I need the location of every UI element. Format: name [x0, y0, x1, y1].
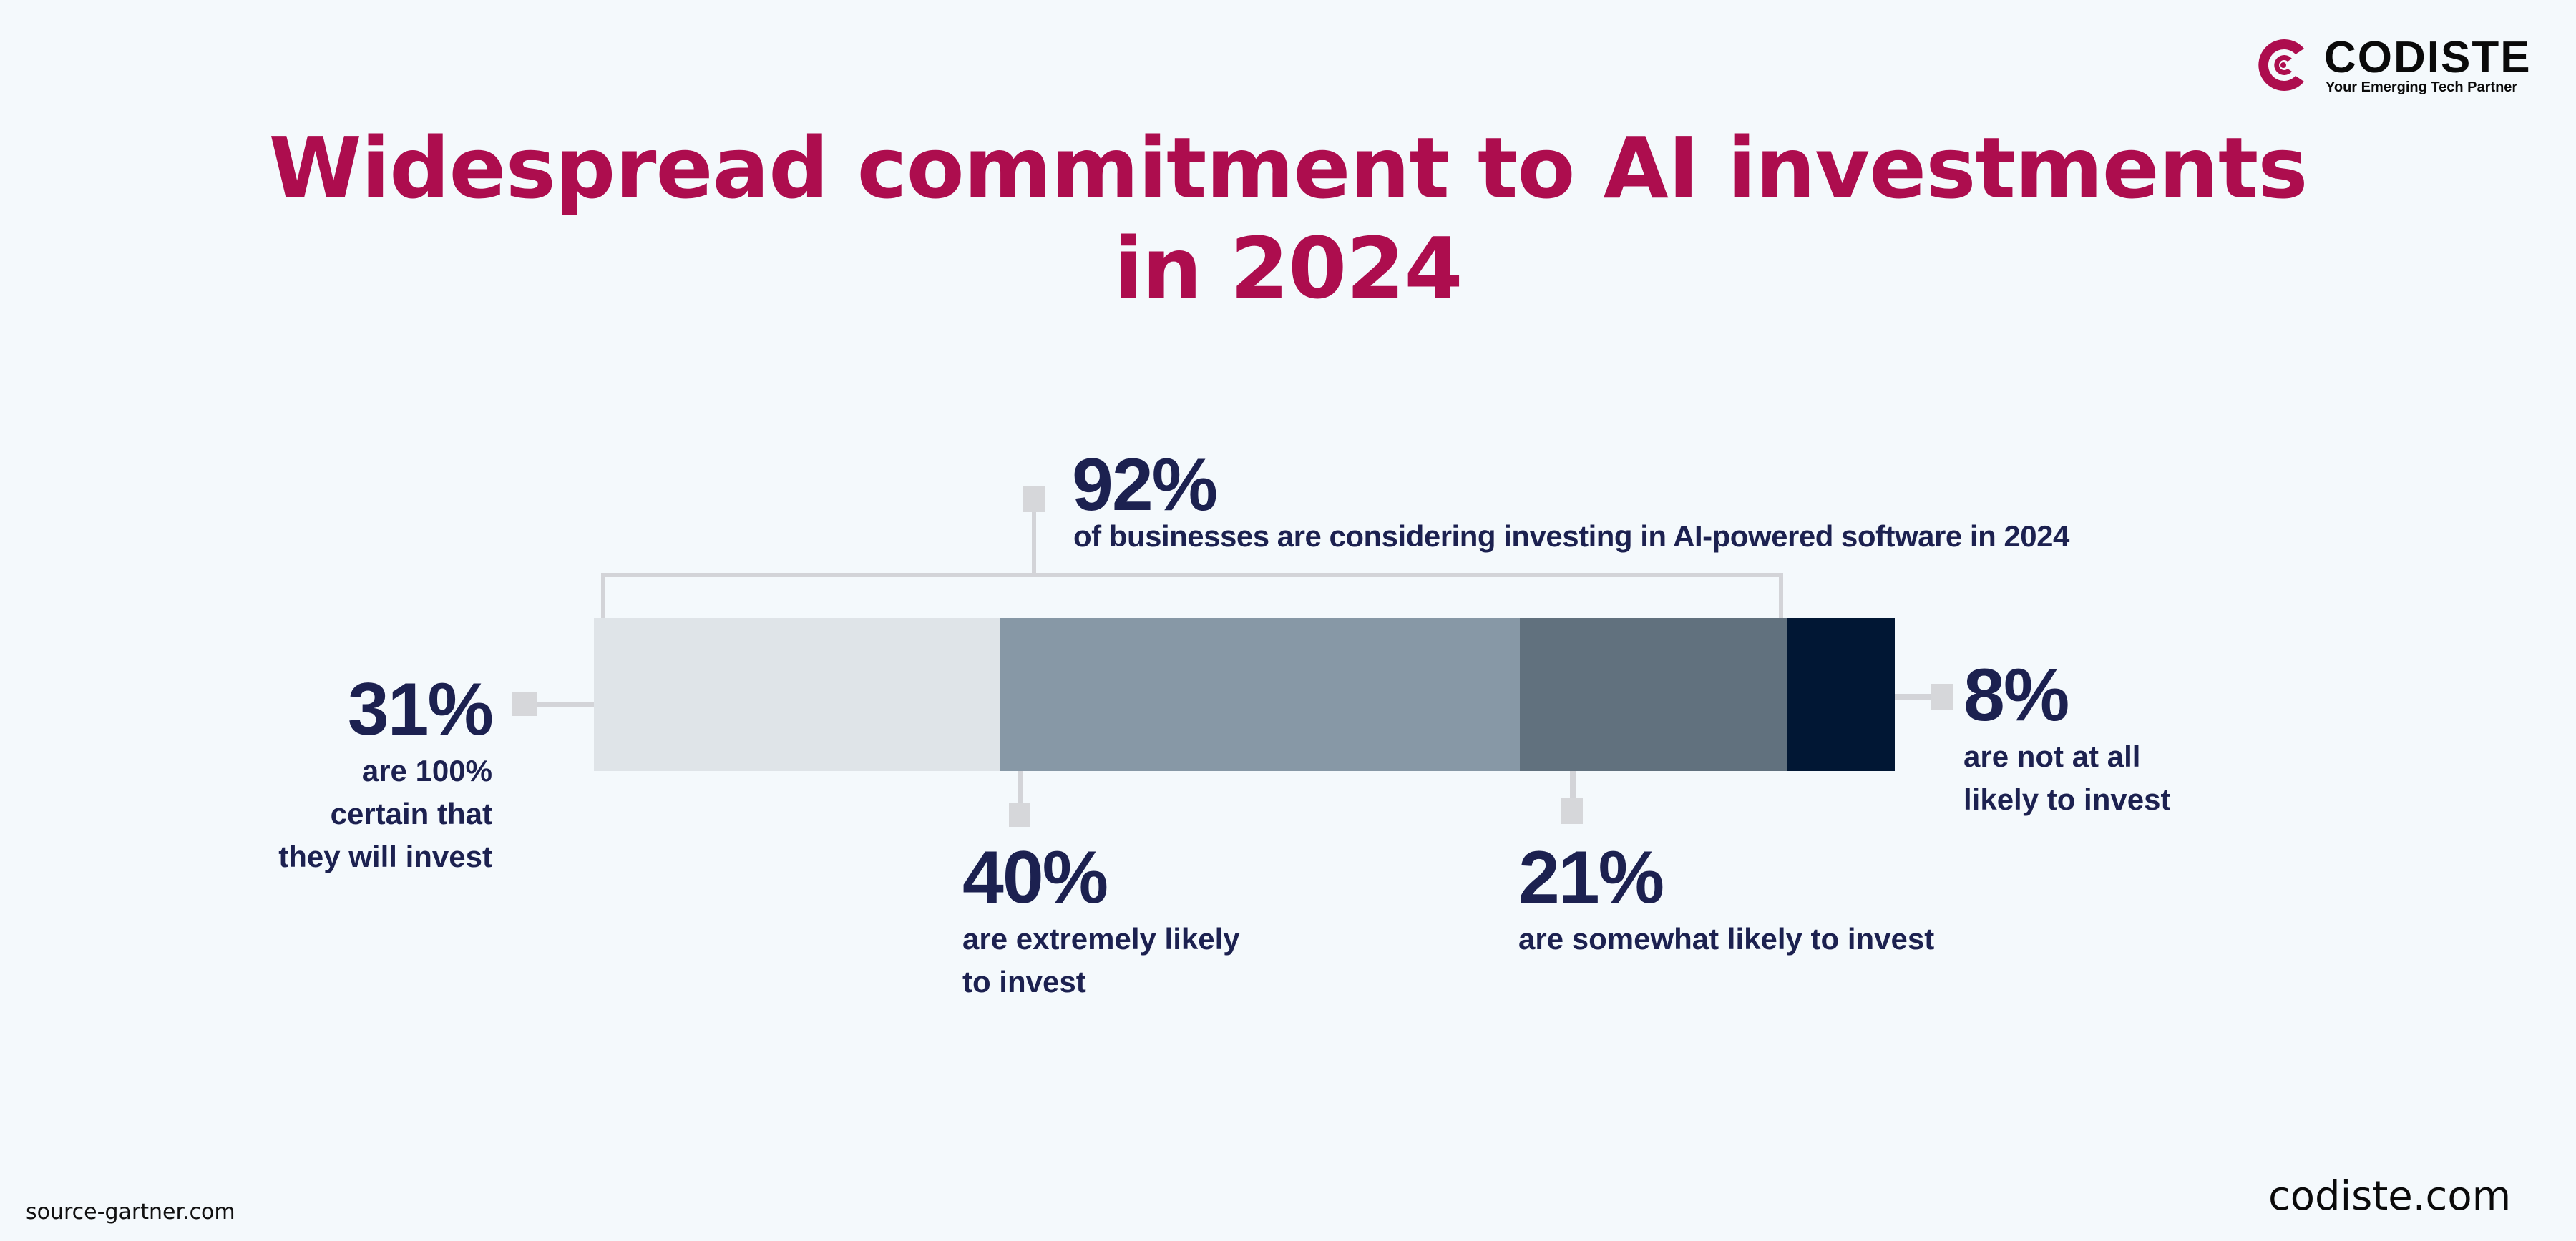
bracket-stem [1032, 508, 1036, 575]
bracket-marker [1023, 486, 1045, 512]
extremely-callout: 40% are extremely likely to invest [962, 840, 1240, 1004]
somewhat-connector [1570, 771, 1576, 805]
bar-segment-somewhat-likely [1520, 618, 1787, 771]
somewhat-line-1: are somewhat likely to invest [1518, 922, 1935, 956]
brand-name: CODISTE [2324, 33, 2532, 82]
total-description: of businesses are considering investing … [1073, 519, 2069, 553]
title-line-1: Widespread commitment to AI investments [268, 119, 2308, 217]
not-likely-percentage: 8% [1963, 654, 2069, 737]
extremely-line-2: to invest [962, 965, 1086, 999]
bar-segment-not-likely [1787, 618, 1895, 771]
somewhat-marker [1561, 798, 1583, 824]
certain-callout: 31% are 100% certain that they will inve… [215, 668, 494, 878]
bracket-left-leg [601, 573, 605, 618]
page-title: Widespread commitment to AI investments … [0, 118, 2576, 318]
not-likely-callout: 8% are not at all likely to invest [1963, 658, 2170, 821]
not-likely-line-2: likely to invest [1963, 783, 2171, 816]
extremely-marker [1009, 803, 1030, 827]
not-likely-marker [1931, 684, 1953, 710]
not-likely-line-1: are not at all [1963, 740, 2141, 773]
codiste-logo-icon [2258, 39, 2304, 91]
bar-segment-certain [594, 618, 1000, 771]
brand-tagline: Your Emerging Tech Partner [2326, 79, 2518, 95]
extremely-percentage: 40% [962, 836, 1108, 919]
bracket-top-line [601, 573, 1783, 577]
certain-percentage: 31% [347, 668, 494, 751]
not-likely-connector [1895, 694, 1939, 700]
somewhat-callout: 21% are somewhat likely to invest [1518, 840, 1934, 961]
certain-marker [512, 692, 537, 716]
source-citation: source-gartner.com [26, 1200, 235, 1225]
title-line-2: in 2024 [1113, 219, 1463, 318]
bar-segment-extremely-likely [1000, 618, 1520, 771]
somewhat-percentage: 21% [1518, 836, 1664, 919]
certain-line-1: are 100% [361, 754, 492, 788]
extremely-connector [1018, 771, 1023, 808]
total-percentage: 92% [1072, 443, 1218, 526]
extremely-line-1: are extremely likely [962, 922, 1240, 956]
certain-line-2: certain that [330, 797, 492, 830]
certain-connector [535, 702, 594, 707]
brand-logo: CODISTE Your Emerging Tech Partner [2253, 34, 2546, 100]
certain-line-3: they will invest [278, 840, 492, 873]
bracket-right-leg [1779, 573, 1783, 618]
website-link[interactable]: codiste.com [2268, 1173, 2512, 1220]
